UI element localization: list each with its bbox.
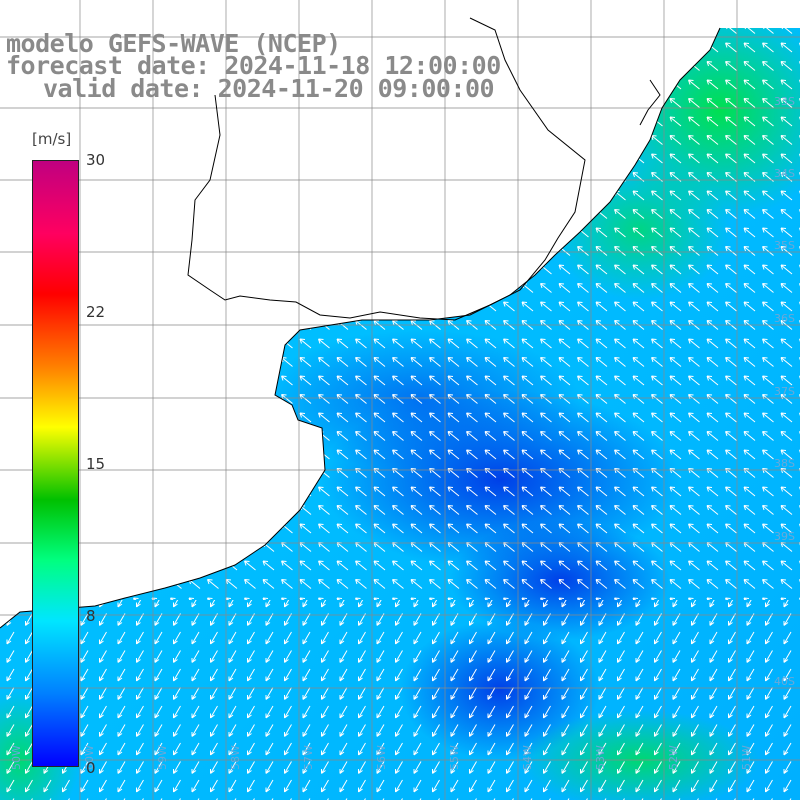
coastline bbox=[0, 17, 721, 629]
lon-label: 52W bbox=[667, 745, 680, 770]
lon-label: 54W bbox=[521, 745, 534, 770]
lat-label: 39S bbox=[774, 530, 795, 543]
colorbar-unit: [m/s] bbox=[32, 130, 72, 148]
colorbar-tick: 0 bbox=[86, 759, 96, 777]
lat-label: 36S bbox=[774, 312, 795, 325]
lat-label: 33S bbox=[774, 95, 795, 108]
colorbar-gradient bbox=[32, 160, 79, 767]
lon-label: 55W bbox=[448, 745, 461, 770]
lon-label: 58W bbox=[229, 745, 242, 770]
lon-label: 57W bbox=[302, 745, 315, 770]
lon-label: 59W bbox=[156, 745, 169, 770]
lon-label: 50W bbox=[10, 745, 23, 770]
colorbar-tick: 15 bbox=[86, 455, 106, 473]
valid-date: valid date: 2024-11-20 09:00:00 bbox=[43, 74, 495, 103]
lon-label: 60W bbox=[83, 745, 96, 770]
forecast-date: forecast date: 2024-11-18 12:00:00 bbox=[6, 51, 501, 80]
lat-labels: 33S 34S 35S 36S 37S 38S 39S 40S bbox=[774, 95, 795, 688]
lon-label: 53W bbox=[594, 745, 607, 770]
lat-label: 37S bbox=[774, 385, 795, 398]
model-title: modelo GEFS-WAVE (NCEP) bbox=[6, 29, 341, 58]
lon-label: 51W bbox=[740, 745, 753, 770]
lon-label: 56W bbox=[375, 745, 388, 770]
colorbar-tick: 30 bbox=[86, 151, 106, 169]
lat-label: 34S bbox=[774, 167, 795, 180]
lon-labels: 60W 59W 58W 57W 56W 55W 54W 53W 52W 51W … bbox=[10, 745, 753, 770]
lat-label: 38S bbox=[774, 457, 795, 470]
colorbar-tick: 22 bbox=[86, 303, 106, 321]
lat-label: 35S bbox=[774, 239, 795, 252]
lat-label: 40S bbox=[774, 675, 795, 688]
colorbar-tick: 8 bbox=[86, 607, 96, 625]
